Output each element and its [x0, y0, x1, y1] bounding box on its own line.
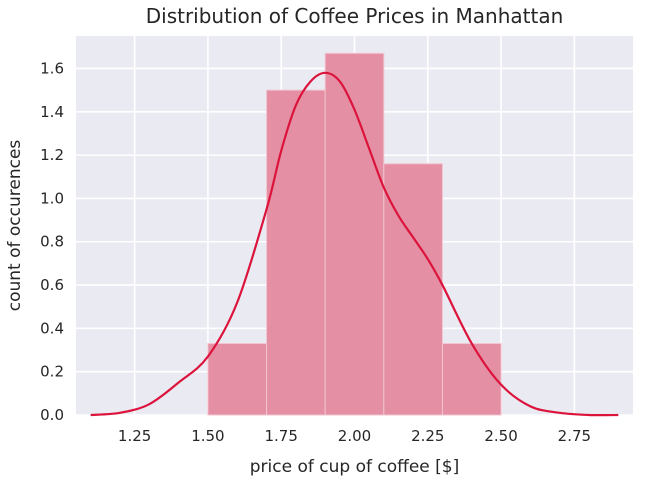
histogram-bar [383, 163, 443, 416]
y-tick-label: 0.4 [40, 319, 64, 337]
x-tick-label: 1.75 [265, 427, 298, 445]
histogram-bar [207, 343, 268, 416]
x-tick-label: 2.00 [338, 427, 371, 445]
y-axis-ticks: 0.0 0.2 0.4 0.6 0.8 1.0 1.2 1.4 1.6 [40, 59, 64, 424]
histogram-bar [441, 343, 502, 416]
y-tick-label: 0.0 [40, 406, 64, 424]
y-tick-label: 1.6 [40, 59, 64, 77]
x-tick-label: 2.75 [558, 427, 591, 445]
x-axis-label: price of cup of coffee [$] [250, 457, 459, 477]
x-tick-label: 1.50 [191, 427, 224, 445]
y-tick-label: 1.0 [40, 189, 64, 207]
y-tick-label: 0.2 [40, 363, 64, 381]
histogram-bar [324, 52, 385, 416]
histogram-bars [207, 52, 502, 416]
y-axis-label: count of occurences [5, 140, 25, 312]
y-tick-label: 0.8 [40, 233, 64, 251]
kde-line [90, 71, 619, 417]
x-tick-label: 1.25 [118, 427, 151, 445]
x-tick-label: 2.25 [411, 427, 444, 445]
histogram-bar [266, 89, 326, 416]
chart-title: Distribution of Coffee Prices in Manhatt… [146, 4, 564, 28]
x-tick-label: 2.50 [484, 427, 517, 445]
x-axis-ticks: 1.25 1.50 1.75 2.00 2.25 2.50 2.75 [118, 427, 591, 445]
y-tick-label: 0.6 [40, 276, 64, 294]
y-tick-label: 1.2 [40, 146, 64, 164]
y-tick-label: 1.4 [40, 103, 64, 121]
